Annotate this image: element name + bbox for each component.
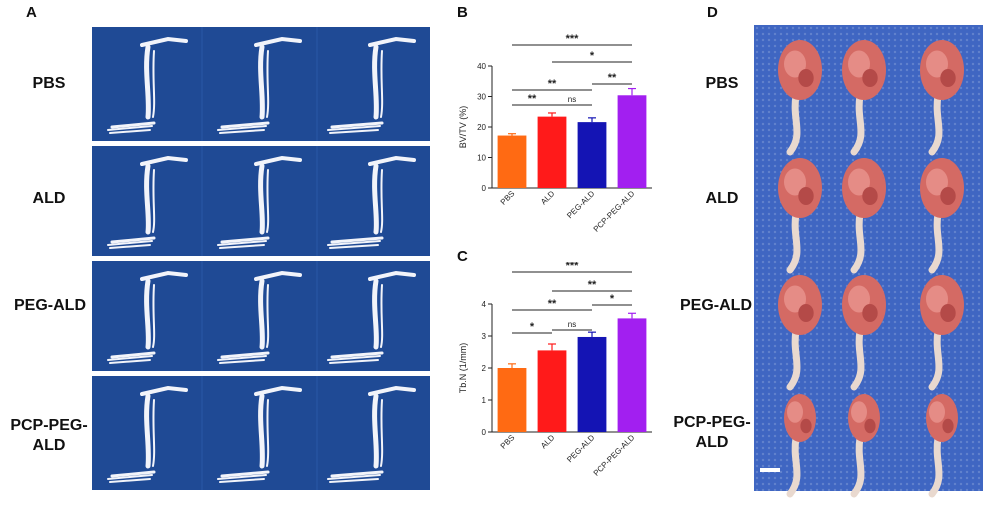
row-label-line1: PEG-ALD <box>680 297 752 314</box>
significance-label: ** <box>548 298 557 310</box>
bar-ald <box>537 350 567 432</box>
row-label-line1: ALD <box>705 190 739 207</box>
y-tick-label: 2 <box>482 364 487 373</box>
row-label-line2: ALD <box>32 437 66 454</box>
ct-image-peg-ald <box>92 261 430 371</box>
row-label-line1: PBS <box>32 75 66 92</box>
bar-pbs <box>497 368 527 432</box>
row-label-d-pbs: PBS <box>690 74 754 94</box>
panel-label-a: A <box>26 4 37 21</box>
ct-image-pcp-peg-ald <box>92 376 430 490</box>
bar-peg-ald <box>577 336 607 432</box>
y-tick-label: 3 <box>482 332 487 341</box>
y-tick-label: 0 <box>482 428 487 437</box>
x-tick-label: PEG-ALD <box>565 433 596 464</box>
y-tick-label: 10 <box>477 154 486 163</box>
ct-image-ald <box>92 146 430 256</box>
row-label-peg-ald: PEG-ALD <box>8 296 92 316</box>
significance-label: *** <box>566 33 580 45</box>
row-label-line1: PCP-PEG- <box>673 414 751 431</box>
significance-label: ns <box>568 320 576 329</box>
x-tick-label: PCP-PEG-ALD <box>592 189 637 234</box>
row-label-line1: PBS <box>705 75 739 92</box>
significance-label: * <box>610 293 615 305</box>
x-tick-label: PBS <box>499 189 517 207</box>
scale-bar <box>760 468 780 472</box>
x-tick-label: PEG-ALD <box>565 189 596 220</box>
row-label-line1: ALD <box>32 190 66 207</box>
row-label-d-peg-ald: PEG-ALD <box>676 296 756 316</box>
y-axis-label: BV/TV (%) <box>458 106 468 149</box>
significance-label: * <box>590 50 595 62</box>
significance-label: * <box>530 321 535 333</box>
row-label-line2: ALD <box>695 434 729 451</box>
significance-label: ns <box>568 95 576 104</box>
significance-label: *** <box>566 262 580 272</box>
significance-label: ** <box>548 78 557 90</box>
row-label-line1: PEG-ALD <box>14 297 86 314</box>
panel-label-d: D <box>707 4 718 21</box>
row-label-ald: ALD <box>8 189 90 209</box>
chart-tb-n: 0 1 2 3 4 Tb.N (1/mm) PBS ALD PEG-ALDPCP-PEG-ALD… <box>458 262 652 478</box>
significance-label: ** <box>588 279 597 291</box>
y-tick-label: 0 <box>482 184 487 193</box>
y-tick-label: 30 <box>477 93 486 102</box>
significance-label: ** <box>608 72 617 84</box>
x-tick-label: PBS <box>499 433 517 451</box>
y-axis-label: Tb.N (1/mm) <box>458 343 468 394</box>
bar-ald <box>537 116 567 188</box>
x-tick-label: ALD <box>539 433 557 451</box>
x-tick-label: ALD <box>539 189 557 207</box>
significance-label: ** <box>528 93 537 105</box>
specimen-photo <box>754 25 983 491</box>
row-label-pcp-peg-ald: PCP-PEG- ALD <box>4 416 94 456</box>
bar-pbs <box>497 135 527 188</box>
row-label-d-ald: ALD <box>690 189 754 209</box>
y-tick-label: 4 <box>482 300 487 309</box>
chart-bv-tv: 0 10 20 30 40 BV/TV (%) PBS ALD PEG-ALDPCP-PEG-A… <box>458 33 652 234</box>
row-label-line1: PCP-PEG- <box>10 417 88 434</box>
row-label-pbs: PBS <box>8 74 90 94</box>
row-label-d-pcp-peg-ald: PCP-PEG- ALD <box>666 413 758 453</box>
panel-label-c: C <box>457 248 468 265</box>
bar-pcp-peg-ald <box>617 95 647 188</box>
y-tick-label: 20 <box>477 123 486 132</box>
ct-image-pbs <box>92 27 430 141</box>
y-tick-label: 40 <box>477 62 486 71</box>
y-tick-label: 1 <box>482 396 487 405</box>
bar-peg-ald <box>577 122 607 188</box>
x-tick-label: PCP-PEG-ALD <box>592 433 637 478</box>
bar-pcp-peg-ald <box>617 318 647 432</box>
panel-label-b: B <box>457 4 468 21</box>
